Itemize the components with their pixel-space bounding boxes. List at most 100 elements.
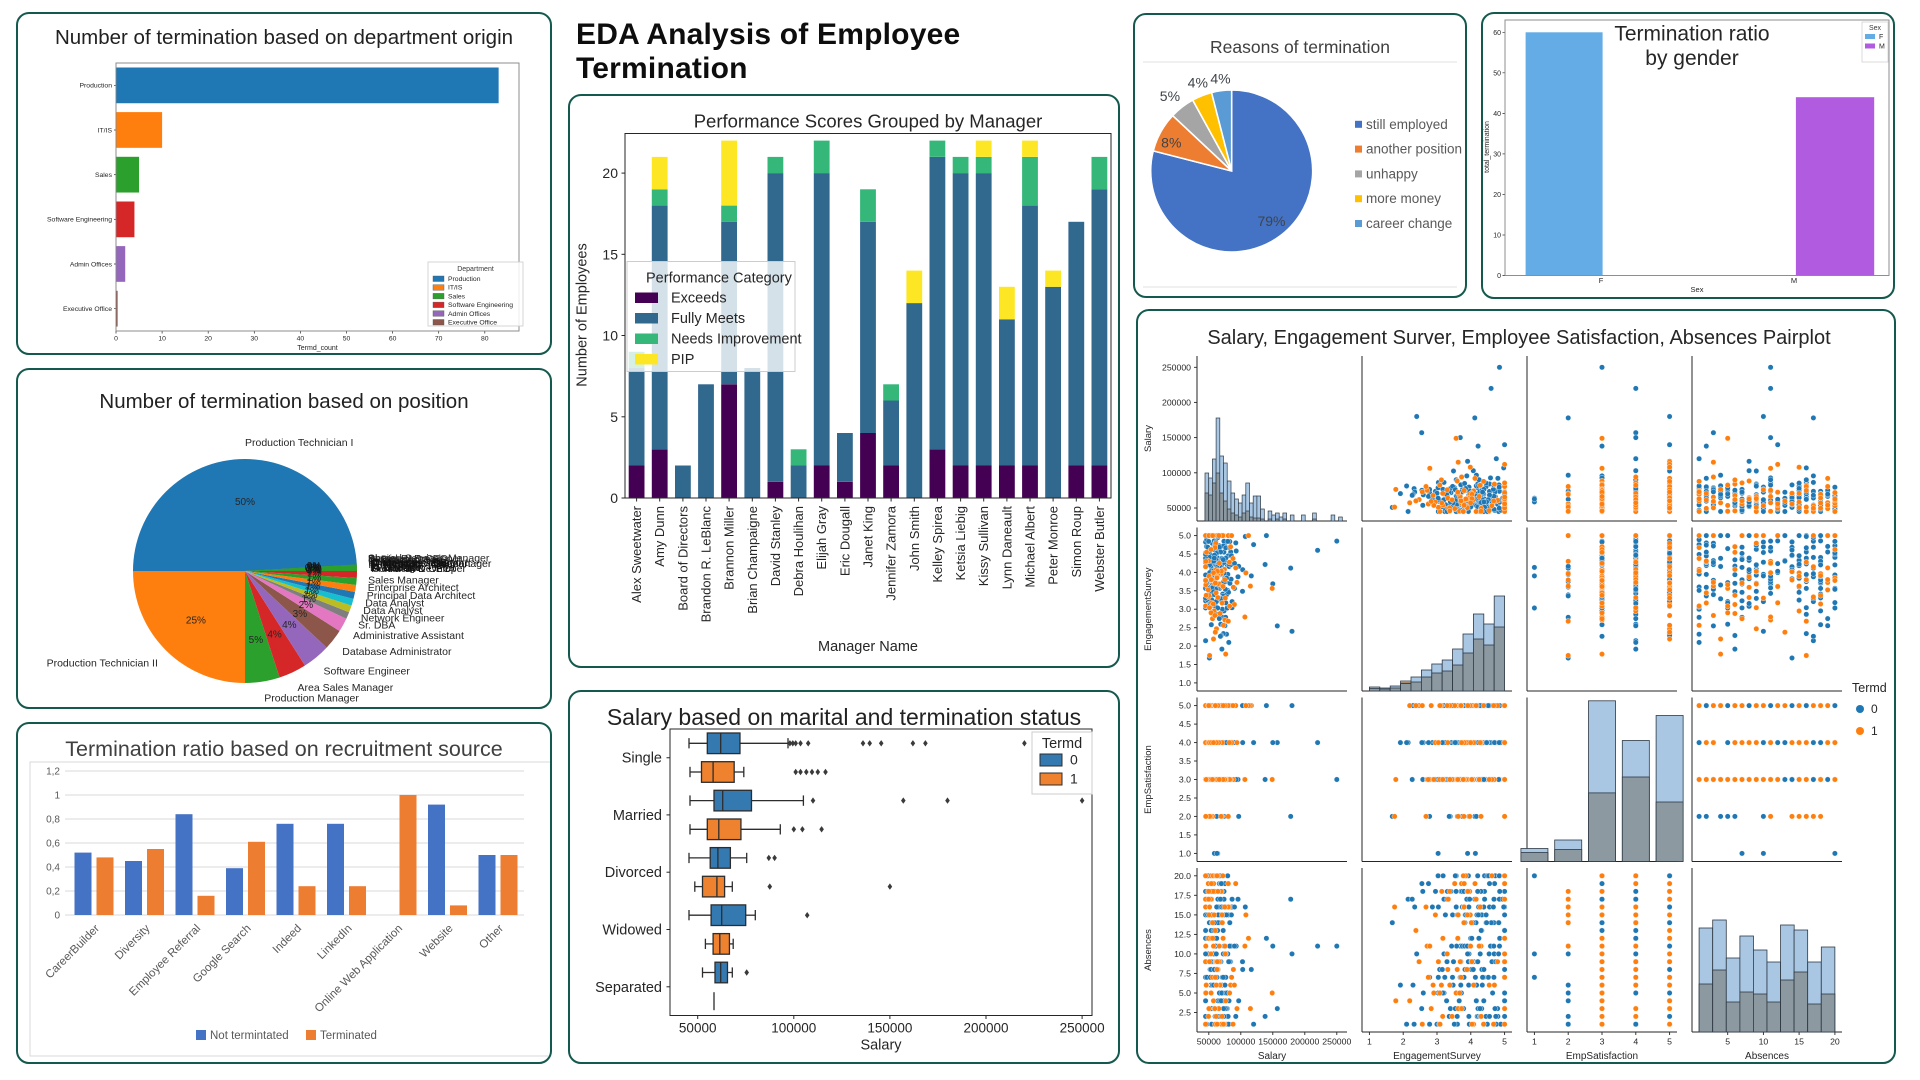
svg-text:50000: 50000 xyxy=(679,1020,717,1035)
svg-text:100000: 100000 xyxy=(1162,467,1191,477)
svg-text:Not termintated: Not termintated xyxy=(210,1030,289,1042)
svg-text:IT Manager - Support: IT Manager - Support xyxy=(368,557,468,569)
svg-text:Principal Data Architect: Principal Data Architect xyxy=(366,590,475,602)
svg-text:IT Manager - Infra: IT Manager - Infra xyxy=(371,562,455,574)
svg-text:80: 80 xyxy=(481,335,489,342)
svg-text:Software Engineer: Software Engineer xyxy=(323,665,410,677)
svg-text:Area Sales Manager: Area Sales Manager xyxy=(297,682,393,694)
svg-text:15.0: 15.0 xyxy=(1174,910,1191,920)
svg-text:0%: 0% xyxy=(307,563,322,574)
svg-text:3: 3 xyxy=(1434,1036,1439,1046)
svg-text:Administrative Assistant: Administrative Assistant xyxy=(353,630,464,642)
svg-text:IT Manager - Infra: IT Manager - Infra xyxy=(368,555,452,567)
svg-text:Department: Department xyxy=(457,266,494,273)
svg-text:Network Engineer: Network Engineer xyxy=(361,612,445,624)
svg-text:Termination ratio based on rec: Termination ratio based on recruitment s… xyxy=(65,737,502,761)
svg-text:Kissy Sullivan: Kissy Sullivan xyxy=(976,506,991,586)
svg-text:40: 40 xyxy=(1493,111,1501,118)
svg-text:2%: 2% xyxy=(298,600,313,611)
svg-text:40: 40 xyxy=(296,335,304,342)
svg-text:3.0: 3.0 xyxy=(1179,774,1191,784)
svg-text:EngagementSurvey: EngagementSurvey xyxy=(1393,1051,1481,1062)
svg-text:IT Director: IT Director xyxy=(368,554,417,566)
svg-text:20: 20 xyxy=(1830,1036,1840,1046)
svg-text:70: 70 xyxy=(435,335,443,342)
svg-text:Senior BI Developer: Senior BI Developer xyxy=(368,553,462,565)
svg-text:150000: 150000 xyxy=(1162,432,1191,442)
svg-text:Brandon R. LeBlanc: Brandon R. LeBlanc xyxy=(698,505,713,622)
svg-text:M: M xyxy=(1790,276,1796,285)
svg-text:IT Manager - Support: IT Manager - Support xyxy=(371,558,471,570)
svg-text:1%: 1% xyxy=(305,581,320,592)
svg-text:Widowed: Widowed xyxy=(602,922,662,938)
svg-text:total_termination: total_termination xyxy=(1484,121,1491,173)
svg-text:IT Manager - DB: IT Manager - DB xyxy=(368,559,445,571)
svg-text:10: 10 xyxy=(1758,1036,1768,1046)
svg-text:4.5: 4.5 xyxy=(1179,719,1191,729)
svg-text:LinkedIn: LinkedIn xyxy=(315,922,354,961)
svg-text:0%: 0% xyxy=(307,562,322,573)
svg-text:5: 5 xyxy=(1725,1036,1730,1046)
svg-text:0,6: 0,6 xyxy=(46,838,60,849)
svg-text:1: 1 xyxy=(1367,1036,1372,1046)
svg-text:1%: 1% xyxy=(306,573,321,584)
svg-text:Executive Office: Executive Office xyxy=(448,319,497,326)
svg-text:0%: 0% xyxy=(307,562,322,573)
svg-text:Sex: Sex xyxy=(1869,25,1882,32)
svg-text:1: 1 xyxy=(54,790,60,801)
svg-text:20: 20 xyxy=(1493,192,1501,199)
svg-text:Production Technician II: Production Technician II xyxy=(46,657,157,669)
svg-text:1: 1 xyxy=(1070,770,1078,786)
svg-text:EmpSatisfaction: EmpSatisfaction xyxy=(1565,1051,1637,1062)
svg-text:4%: 4% xyxy=(1187,74,1207,90)
svg-text:more money: more money xyxy=(1366,191,1441,206)
svg-text:0%: 0% xyxy=(307,562,322,573)
svg-text:F: F xyxy=(1598,276,1603,285)
svg-text:F: F xyxy=(1879,34,1883,41)
svg-text:Alex Sweetwater: Alex Sweetwater xyxy=(629,505,644,602)
svg-text:Production Technician I: Production Technician I xyxy=(245,436,353,448)
svg-text:1%: 1% xyxy=(301,594,316,605)
svg-text:Fully Meets: Fully Meets xyxy=(671,311,745,327)
svg-text:Software Engineering: Software Engineering xyxy=(47,216,112,223)
svg-text:8%: 8% xyxy=(1161,134,1181,150)
svg-text:Indeed: Indeed xyxy=(270,922,303,955)
svg-text:Director of Sales: Director of Sales xyxy=(372,557,450,569)
svg-text:Termd: Termd xyxy=(1852,681,1887,695)
svg-text:79%: 79% xyxy=(1257,213,1285,229)
svg-text:250000: 250000 xyxy=(1059,1020,1104,1035)
svg-text:2.0: 2.0 xyxy=(1179,811,1191,821)
svg-text:150000: 150000 xyxy=(1258,1036,1287,1046)
svg-text:Executive Office: Executive Office xyxy=(63,306,112,313)
svg-text:Shared Services Manager: Shared Services Manager xyxy=(368,552,490,564)
svg-text:Director of Sales: Director of Sales xyxy=(368,555,446,567)
svg-text:0%: 0% xyxy=(307,564,322,575)
svg-text:Manager Name: Manager Name xyxy=(818,639,918,655)
svg-text:0%: 0% xyxy=(305,565,320,576)
svg-text:Senior BI Developer: Senior BI Developer xyxy=(372,563,466,575)
svg-text:Jennifer Zamora: Jennifer Zamora xyxy=(883,505,898,600)
svg-text:10.0: 10.0 xyxy=(1174,949,1191,959)
svg-text:another position: another position xyxy=(1366,141,1462,156)
svg-text:Peter Monroe: Peter Monroe xyxy=(1045,506,1060,585)
svg-text:1,2: 1,2 xyxy=(46,766,60,777)
svg-text:Exceeds: Exceeds xyxy=(671,290,727,306)
svg-text:0%: 0% xyxy=(307,564,322,575)
svg-text:5: 5 xyxy=(1502,1036,1507,1046)
svg-text:Number of termination based on: Number of termination based on position xyxy=(99,390,468,413)
svg-text:Shared Services Manager: Shared Services Manager xyxy=(370,558,492,570)
svg-text:Production Manager: Production Manager xyxy=(264,692,359,704)
svg-text:2: 2 xyxy=(1565,1036,1570,1046)
svg-text:Performance Category: Performance Category xyxy=(646,270,793,286)
svg-text:0: 0 xyxy=(610,490,618,506)
svg-text:Termd_count: Termd_count xyxy=(297,345,338,352)
svg-text:Termination ratio: Termination ratio xyxy=(1614,22,1769,45)
svg-text:2.5: 2.5 xyxy=(1179,1007,1191,1017)
svg-text:30: 30 xyxy=(250,335,258,342)
svg-text:0: 0 xyxy=(1497,273,1501,280)
svg-text:2.5: 2.5 xyxy=(1179,622,1191,632)
svg-text:4: 4 xyxy=(1633,1036,1638,1046)
svg-text:David Stanley: David Stanley xyxy=(768,505,783,586)
svg-text:3: 3 xyxy=(1599,1036,1604,1046)
svg-text:50000: 50000 xyxy=(1196,1036,1220,1046)
